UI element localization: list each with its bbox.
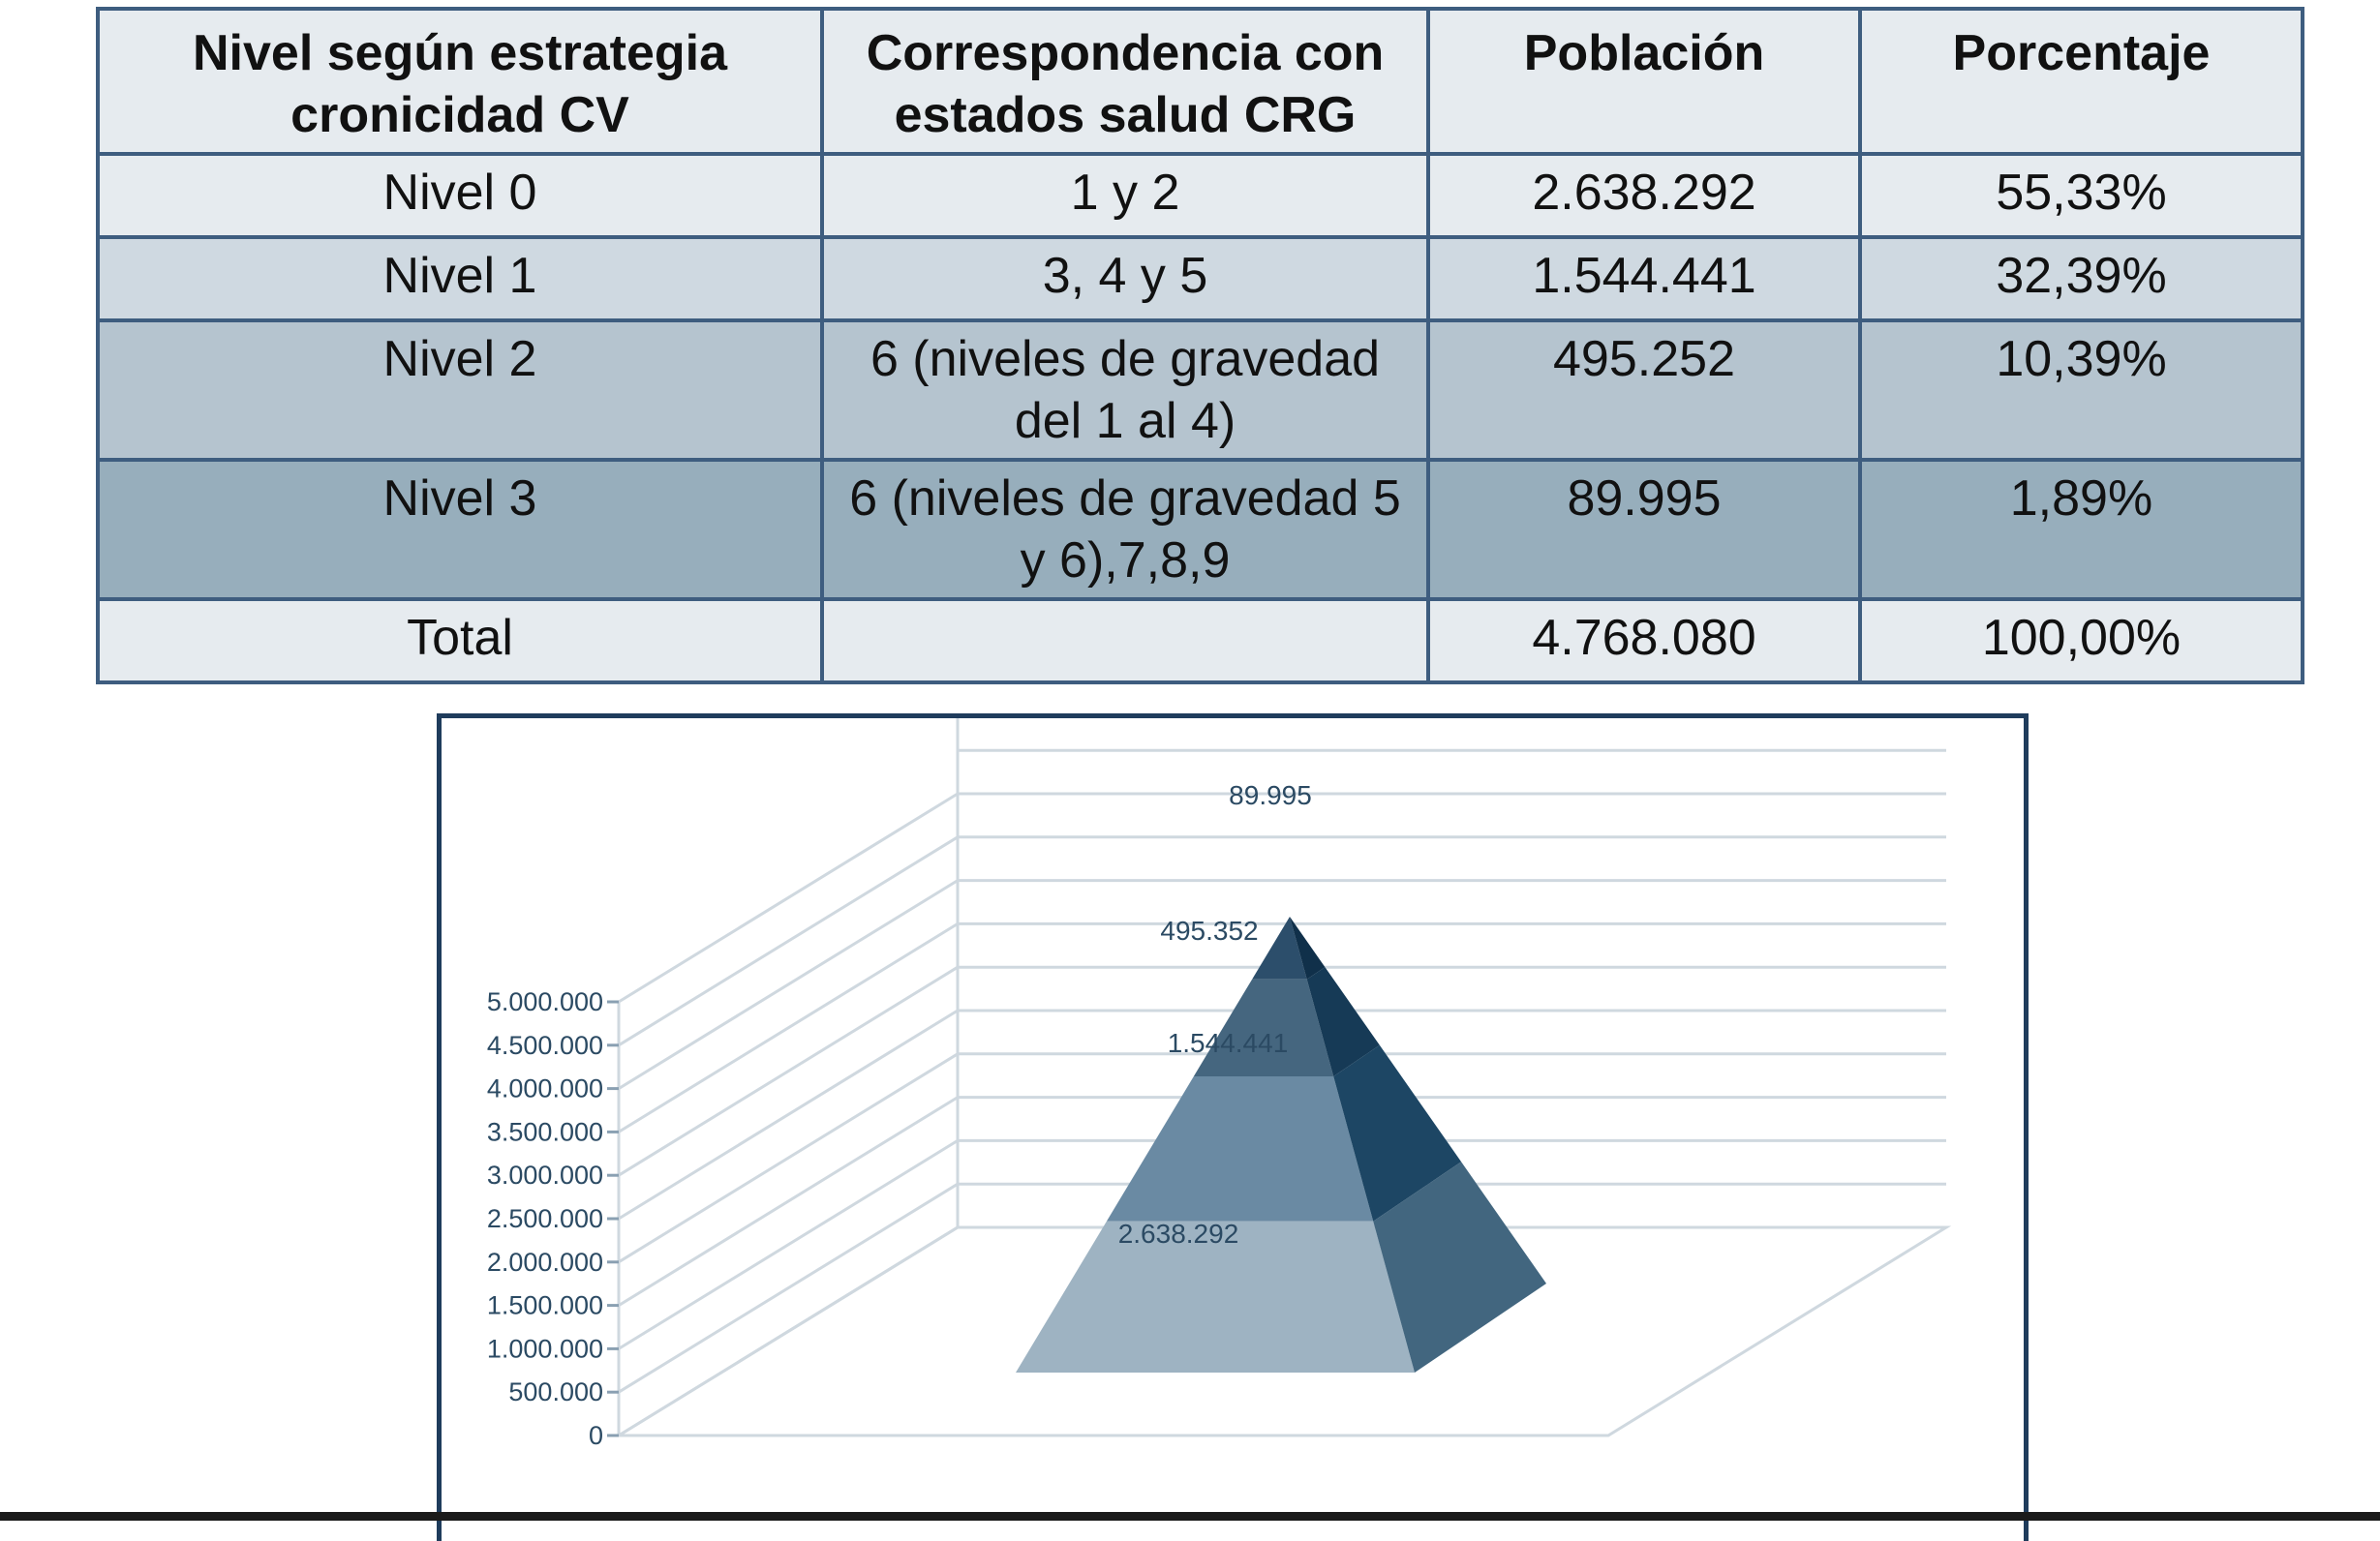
table-row: Nivel 0 1 y 2 2.638.292 55,33% xyxy=(96,152,2304,239)
header-correspondencia: Correspondencia con estados salud CRG xyxy=(820,7,1430,156)
gridline-diagonal xyxy=(618,1052,959,1264)
pyramid-segment-front xyxy=(1016,1221,1415,1373)
table-row: Nivel 2 6 (niveles de gravedad del 1 al … xyxy=(96,318,2304,462)
gridline-diagonal xyxy=(618,1009,959,1221)
table-header-row: Nivel según estrategia cronicidad CV Cor… xyxy=(96,7,2304,156)
cell-nivel: Nivel 1 xyxy=(96,235,824,322)
cell-nivel: Nivel 0 xyxy=(96,152,824,239)
cell-porcentaje: 10,39% xyxy=(1858,318,2304,462)
y-tick-label: 4.500.000 xyxy=(487,1031,603,1060)
cell-correspondencia: 6 (niveles de gravedad del 1 al 4) xyxy=(820,318,1430,462)
y-tick-label: 3.000.000 xyxy=(487,1161,603,1190)
cell-poblacion: 1.544.441 xyxy=(1426,235,1862,322)
header-nivel: Nivel según estrategia cronicidad CV xyxy=(96,7,824,156)
table-row: Total 4.768.080 100,00% xyxy=(96,597,2304,684)
pyramid-segment-side xyxy=(1373,1162,1546,1373)
cell-poblacion: 4.768.080 xyxy=(1426,597,1862,684)
cell-correspondencia: 3, 4 y 5 xyxy=(820,235,1430,322)
gridline-diagonal xyxy=(618,1182,959,1394)
y-tick-label: 1.500.000 xyxy=(487,1291,603,1320)
data-table: Nivel según estrategia cronicidad CV Cor… xyxy=(96,7,2304,684)
y-tick-label: 500.000 xyxy=(508,1377,603,1406)
y-tick-label: 5.000.000 xyxy=(487,987,603,1016)
chart-floor xyxy=(613,1225,1952,1437)
table-row: Nivel 3 6 (niveles de gravedad 5 y 6),7,… xyxy=(96,458,2304,601)
cell-porcentaje: 100,00% xyxy=(1858,597,2304,684)
y-tick-label: 1.000.000 xyxy=(487,1334,603,1363)
gridline-diagonal xyxy=(618,965,959,1177)
gridline-diagonal xyxy=(618,792,959,1004)
pyramid-chart: 0 500.000 1.000.000 1.500.000 2.000.000 2.500… xyxy=(487,718,1952,1450)
cell-porcentaje: 1,89% xyxy=(1858,458,2304,601)
cell-porcentaje: 55,33% xyxy=(1858,152,2304,239)
cell-poblacion: 89.995 xyxy=(1426,458,1862,601)
y-tick-label: 2.000.000 xyxy=(487,1248,603,1277)
data-label: 1.544.441 xyxy=(1168,1028,1289,1058)
gridline-diagonal xyxy=(618,835,959,1047)
chart-grid xyxy=(613,718,1952,1437)
data-label: 89.995 xyxy=(1229,780,1312,810)
pyramid-segment-front xyxy=(1106,1076,1374,1222)
pyramid-segment-side xyxy=(1290,917,1326,980)
gridline-diagonal xyxy=(618,922,959,1133)
pyramid-segment-side xyxy=(1306,967,1380,1077)
y-tick-label: 0 xyxy=(589,1421,603,1450)
y-tick-label: 4.000.000 xyxy=(487,1074,603,1103)
cell-poblacion: 495.252 xyxy=(1426,318,1862,462)
header-poblacion: Población xyxy=(1426,7,1862,156)
data-label: 495.352 xyxy=(1160,916,1258,946)
y-tick-label: 2.500.000 xyxy=(487,1204,603,1233)
pyramid-segment-front xyxy=(1193,979,1334,1077)
gridline-diagonal xyxy=(618,1096,959,1307)
cell-nivel: Nivel 2 xyxy=(96,318,824,462)
data-label: 2.638.292 xyxy=(1118,1219,1239,1249)
cell-porcentaje: 32,39% xyxy=(1858,235,2304,322)
bottom-strip xyxy=(0,1512,2380,1521)
header-porcentaje: Porcentaje xyxy=(1858,7,2304,156)
cell-correspondencia xyxy=(820,597,1430,684)
pyramid-segment-front xyxy=(1252,917,1307,980)
cell-nivel: Total xyxy=(96,597,824,684)
y-tick-label: 3.500.000 xyxy=(487,1117,603,1146)
chart-frame: 0 500.000 1.000.000 1.500.000 2.000.000 2.500… xyxy=(437,713,2029,1541)
cell-correspondencia: 1 y 2 xyxy=(820,152,1430,239)
table-row: Nivel 1 3, 4 y 5 1.544.441 32,39% xyxy=(96,235,2304,322)
cell-poblacion: 2.638.292 xyxy=(1426,152,1862,239)
cell-correspondencia: 6 (niveles de gravedad 5 y 6),7,8,9 xyxy=(820,458,1430,601)
gridline-diagonal xyxy=(618,1139,959,1350)
y-axis: 0 500.000 1.000.000 1.500.000 2.000.000 2.500… xyxy=(487,987,619,1450)
pyramid xyxy=(1016,917,1546,1373)
data-labels: 2.638.292 1.544.441 495.352 89.995 xyxy=(1118,780,1312,1249)
cell-nivel: Nivel 3 xyxy=(96,458,824,601)
pyramid-segment-side xyxy=(1333,1044,1462,1222)
gridline-diagonal xyxy=(618,879,959,1090)
